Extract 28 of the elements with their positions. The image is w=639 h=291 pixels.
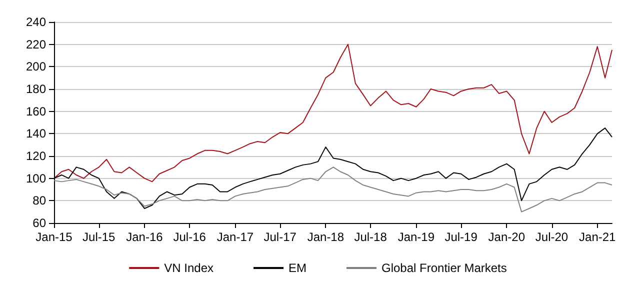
y-tick-label: 100 bbox=[26, 171, 46, 186]
x-tick-label: Jul-18 bbox=[354, 230, 388, 244]
legend-label: EM bbox=[288, 261, 306, 275]
x-tick-label: Jan-15 bbox=[36, 230, 73, 244]
x-tick-label: Jul-19 bbox=[444, 230, 478, 244]
y-tick-label: 180 bbox=[26, 82, 46, 96]
legend-label: Global Frontier Markets bbox=[381, 261, 507, 275]
x-tick-label: Jul-15 bbox=[82, 230, 116, 244]
x-tick-label: Jan-16 bbox=[126, 230, 164, 244]
y-tick-label: 140 bbox=[26, 126, 46, 141]
y-tick-label: 60 bbox=[32, 216, 46, 230]
legend-label: VN Index bbox=[164, 261, 214, 275]
x-tick-label: Jul-17 bbox=[264, 230, 297, 244]
x-tick-label: Jul-20 bbox=[535, 230, 568, 244]
x-tick-label: Jan-19 bbox=[398, 230, 435, 244]
y-tick-label: 220 bbox=[26, 37, 46, 52]
y-tick-label: 80 bbox=[32, 194, 46, 208]
y-tick-label: 200 bbox=[26, 60, 46, 74]
line-series bbox=[54, 44, 612, 182]
x-tick-label: Jan-17 bbox=[216, 230, 254, 244]
x-tick-label: Jan-20 bbox=[488, 230, 526, 244]
x-tick-label: Jan-18 bbox=[307, 230, 344, 244]
line-series bbox=[54, 166, 612, 212]
x-tick-label: Jan-21 bbox=[579, 230, 616, 244]
y-tick-label: 120 bbox=[26, 149, 46, 163]
y-tick-label: 240 bbox=[26, 15, 46, 29]
x-tick-label: Jul-16 bbox=[173, 230, 206, 244]
y-tick-label: 160 bbox=[26, 104, 46, 118]
